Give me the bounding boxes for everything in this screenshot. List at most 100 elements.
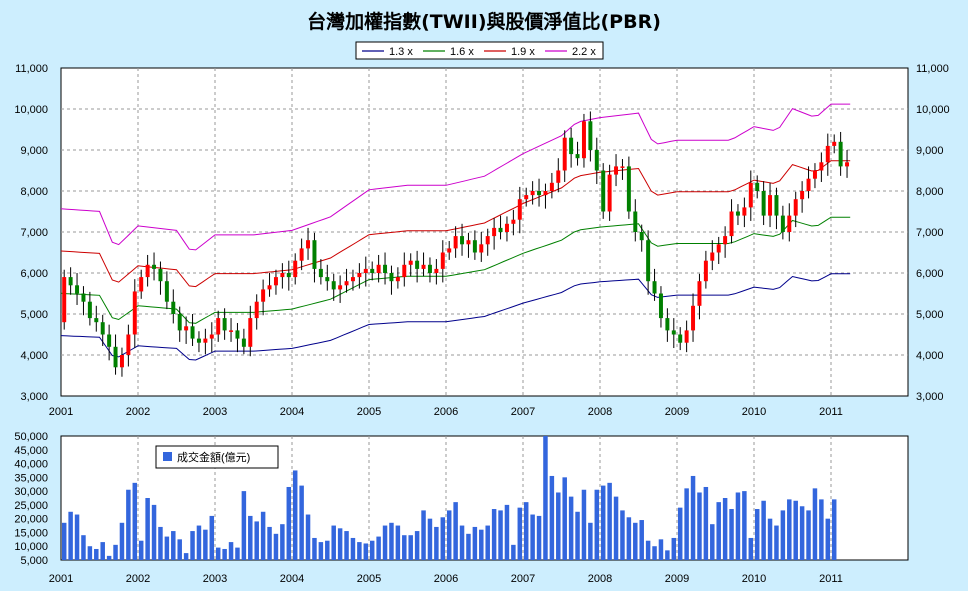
candle-body (601, 170, 606, 212)
candle-body (723, 236, 728, 245)
candle-body (145, 264, 150, 278)
volume-bar (780, 510, 786, 560)
volume-bar (414, 531, 420, 560)
volume-bar (382, 525, 388, 560)
volume-legend: 成交金額(億元) (155, 445, 279, 469)
candle-body (75, 285, 80, 294)
candle-body (697, 281, 702, 306)
legend-label-2: 1.6 x (450, 46, 474, 58)
volume-bar (697, 492, 702, 560)
volume-y-tick: 15,000 (14, 527, 48, 539)
volume-x-tick: 2005 (357, 573, 381, 585)
volume-bar (132, 482, 138, 560)
candle-body (87, 301, 92, 319)
candle-body (113, 346, 118, 368)
volume-bar (453, 502, 458, 560)
volume-bar (819, 499, 824, 560)
candle-body (81, 293, 86, 302)
volume-bar (690, 475, 696, 560)
volume-bar (536, 515, 542, 560)
candle-body (665, 318, 670, 331)
volume-bar (633, 522, 638, 560)
price-legend-box (355, 41, 604, 60)
volume-bar (402, 535, 407, 560)
candle-body (196, 338, 201, 343)
candle-body (838, 141, 843, 167)
candle-body (119, 355, 124, 368)
candle-body (139, 277, 144, 292)
legend-label-1: 1.3 x (389, 46, 413, 58)
volume-bar (61, 522, 67, 560)
volume-y-tick: 5,000 (20, 555, 48, 567)
volume-bar (652, 546, 657, 560)
price-x-tick: 2006 (434, 406, 458, 418)
candle-body (164, 281, 169, 302)
candle-body (421, 264, 426, 269)
candle-body (549, 182, 554, 191)
volume-bar (684, 488, 689, 560)
candle-body (395, 277, 400, 282)
price-y-tick-right: 9,000 (916, 145, 944, 157)
volume-bar (325, 540, 330, 560)
volume-bar (748, 537, 754, 560)
candle-body (556, 170, 561, 183)
volume-bar (472, 526, 478, 560)
volume-bar (196, 525, 202, 560)
volume-bar (530, 514, 535, 560)
candle-body (793, 199, 798, 216)
candle-body (299, 248, 304, 261)
volume-bar (337, 528, 343, 560)
candle-body (819, 162, 824, 171)
volume-bar (459, 525, 465, 560)
candle-body (684, 330, 689, 343)
volume-bar (761, 500, 766, 560)
candle-body (325, 277, 330, 282)
volume-legend-swatch (163, 452, 172, 461)
volume-bar (645, 540, 651, 560)
candle-body (94, 318, 99, 323)
candle-body (267, 285, 272, 290)
candle-body (761, 191, 766, 216)
price-x-tick: 2010 (742, 406, 766, 418)
price-x-tick: 2007 (511, 406, 535, 418)
candle-body (537, 191, 542, 196)
volume-bar (363, 543, 369, 560)
volume-bar (389, 522, 394, 560)
price-x-tick: 2001 (49, 406, 73, 418)
price-y-tick-right: 6,000 (916, 268, 944, 280)
volume-bar (344, 531, 349, 560)
candle-body (100, 322, 105, 335)
volume-bar (658, 539, 664, 560)
candle-body (216, 318, 221, 335)
candle-body (755, 182, 760, 191)
volume-y-tick: 40,000 (14, 459, 48, 471)
volume-bar (485, 525, 490, 560)
volume-bar (742, 491, 747, 560)
volume-bar (260, 511, 266, 560)
price-y-tick-left: 7,000 (20, 227, 48, 239)
candle-body (338, 285, 343, 290)
price-y-tick-left: 9,000 (20, 145, 48, 157)
candle-body (203, 338, 208, 343)
price-y-tick-left: 3,000 (20, 391, 48, 403)
volume-bar (113, 544, 118, 560)
volume-bar (491, 509, 497, 560)
candle-body (229, 330, 234, 332)
volume-bar (222, 548, 227, 560)
volume-bar (427, 518, 433, 560)
price-y-tick-right: 11,000 (916, 63, 949, 75)
price-plot-area (60, 67, 909, 397)
volume-bar (729, 509, 734, 560)
volume-bar (703, 486, 709, 560)
volume-bar (735, 492, 741, 560)
candle-body (646, 240, 651, 282)
candle-body (511, 219, 516, 224)
candle-body (825, 145, 830, 163)
volume-bar (209, 515, 215, 560)
candle-body (460, 236, 465, 245)
candle-body (107, 334, 112, 347)
candle-body (312, 240, 317, 269)
volume-bar (440, 517, 446, 560)
volume-bar (81, 535, 86, 560)
